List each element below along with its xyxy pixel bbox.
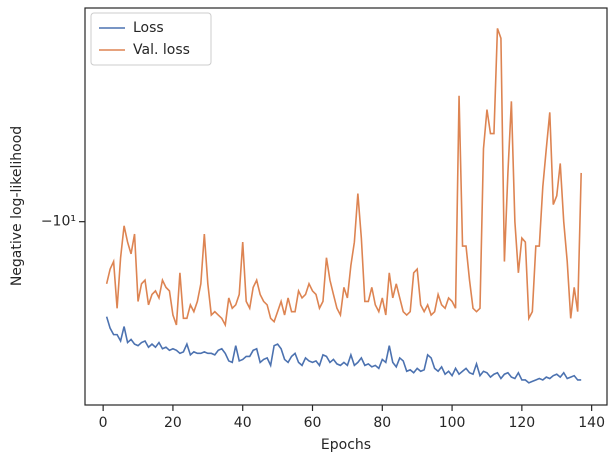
line — [105, 316, 582, 384]
x-tick-label: 140 — [578, 415, 605, 431]
x-tick-label: 20 — [164, 415, 182, 431]
x-tick-label: 60 — [304, 415, 322, 431]
x-tick-label: 80 — [373, 415, 391, 431]
x-tick-label: 120 — [508, 415, 535, 431]
y-tick-label: −10¹ — [41, 214, 76, 230]
legend-box — [90, 12, 212, 66]
x-tick-label: 40 — [234, 415, 252, 431]
x-tick-label: 100 — [439, 415, 466, 431]
x-axis-label: Epochs — [321, 437, 371, 453]
axes-frame — [84, 7, 608, 406]
x-tick-label: 0 — [99, 415, 108, 431]
line — [105, 28, 582, 328]
legend-label: Loss — [133, 20, 164, 36]
y-axis-label: Negative log-likelihood — [9, 126, 25, 286]
legend-label: Val. loss — [133, 42, 190, 58]
